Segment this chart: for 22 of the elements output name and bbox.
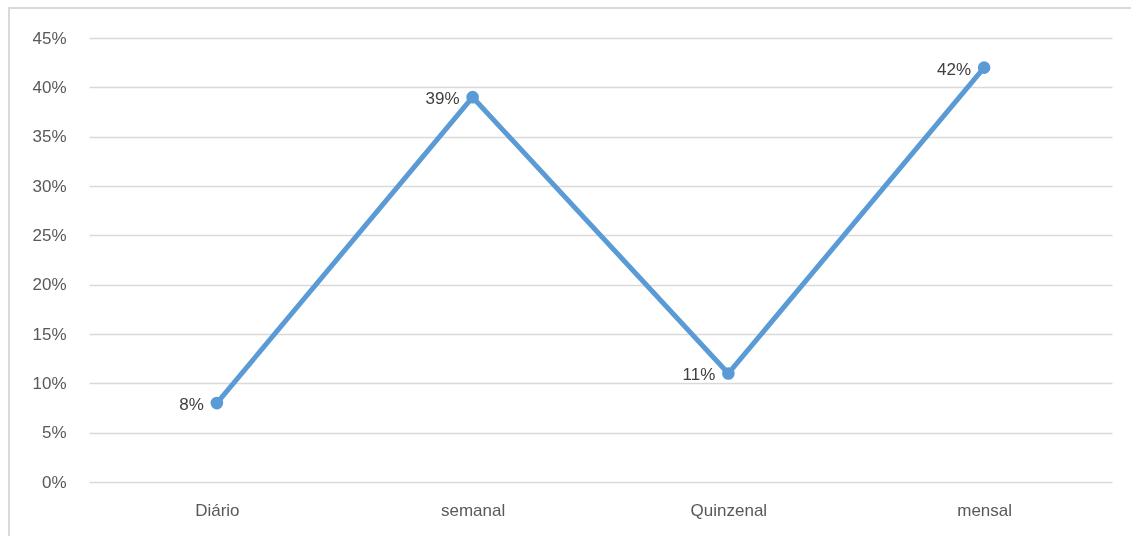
x-tick-label: Diário <box>195 500 240 520</box>
x-tick-label: mensal <box>957 500 1013 520</box>
data-label: 8% <box>179 395 204 415</box>
y-tick-label: 10% <box>32 373 67 393</box>
point <box>210 396 224 410</box>
data-label: 11% <box>682 365 716 385</box>
point <box>722 367 735 380</box>
y-tick-label: 15% <box>32 324 67 344</box>
y-tick-label: 25% <box>32 225 67 245</box>
y-tick-label: 30% <box>32 176 67 196</box>
data-label: 42% <box>937 59 972 79</box>
x-tick-label: Quinzenal <box>690 500 768 520</box>
data-label: 39% <box>425 89 460 109</box>
point <box>466 90 479 104</box>
y-tick-label: 40% <box>32 77 67 97</box>
y-tick-label: 5% <box>41 423 67 443</box>
x-tick-label: semanal <box>440 500 506 520</box>
y-tick-label: 45% <box>32 28 67 48</box>
y-tick-label: 0% <box>41 472 67 492</box>
y-tick-label: 20% <box>32 275 67 295</box>
point <box>977 61 991 74</box>
y-tick-label: 35% <box>32 127 67 147</box>
